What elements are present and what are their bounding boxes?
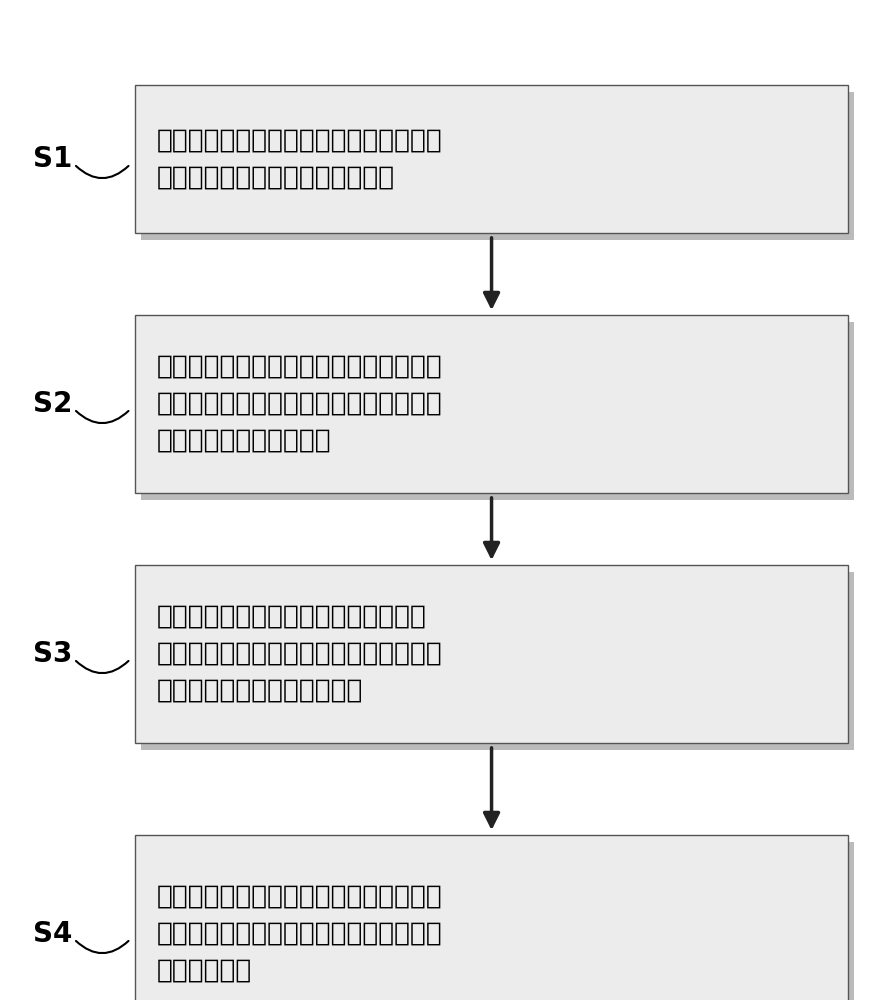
Text: S3: S3	[32, 640, 72, 668]
Text: S2: S2	[32, 390, 72, 418]
FancyBboxPatch shape	[135, 315, 847, 493]
FancyBboxPatch shape	[141, 92, 853, 240]
FancyBboxPatch shape	[141, 572, 853, 750]
Text: S1: S1	[32, 145, 72, 173]
FancyBboxPatch shape	[135, 835, 847, 1000]
FancyBboxPatch shape	[135, 85, 847, 233]
Text: 接收车辆摄像头获取的视频图像，并将接
收的视频图像上传至图形处理器；: 接收车辆摄像头获取的视频图像，并将接 收的视频图像上传至图形处理器；	[156, 127, 441, 190]
Text: 根据限速牌的粗略位置，在原始彩色图像
上使用支持向量机分类器，判别该位置是
否为限速牌。: 根据限速牌的粗略位置，在原始彩色图像 上使用支持向量机分类器，判别该位置是 否为…	[156, 884, 441, 984]
Text: S4: S4	[32, 920, 72, 948]
FancyBboxPatch shape	[135, 565, 847, 743]
Text: 将精简后的红色图像回传至中央处理器
上，对精简的红色图像进行多次连通体分
析，获取限速牌的粗略位置；: 将精简后的红色图像回传至中央处理器 上，对精简的红色图像进行多次连通体分 析，获…	[156, 604, 441, 704]
FancyBboxPatch shape	[141, 322, 853, 500]
Text: 在图形处理器上，对视频图像中的红色区
域进行二值化分析提取，并进行均值模糊
得到精简后的红色图像；: 在图形处理器上，对视频图像中的红色区 域进行二值化分析提取，并进行均值模糊 得到…	[156, 354, 441, 454]
FancyBboxPatch shape	[141, 842, 853, 1000]
